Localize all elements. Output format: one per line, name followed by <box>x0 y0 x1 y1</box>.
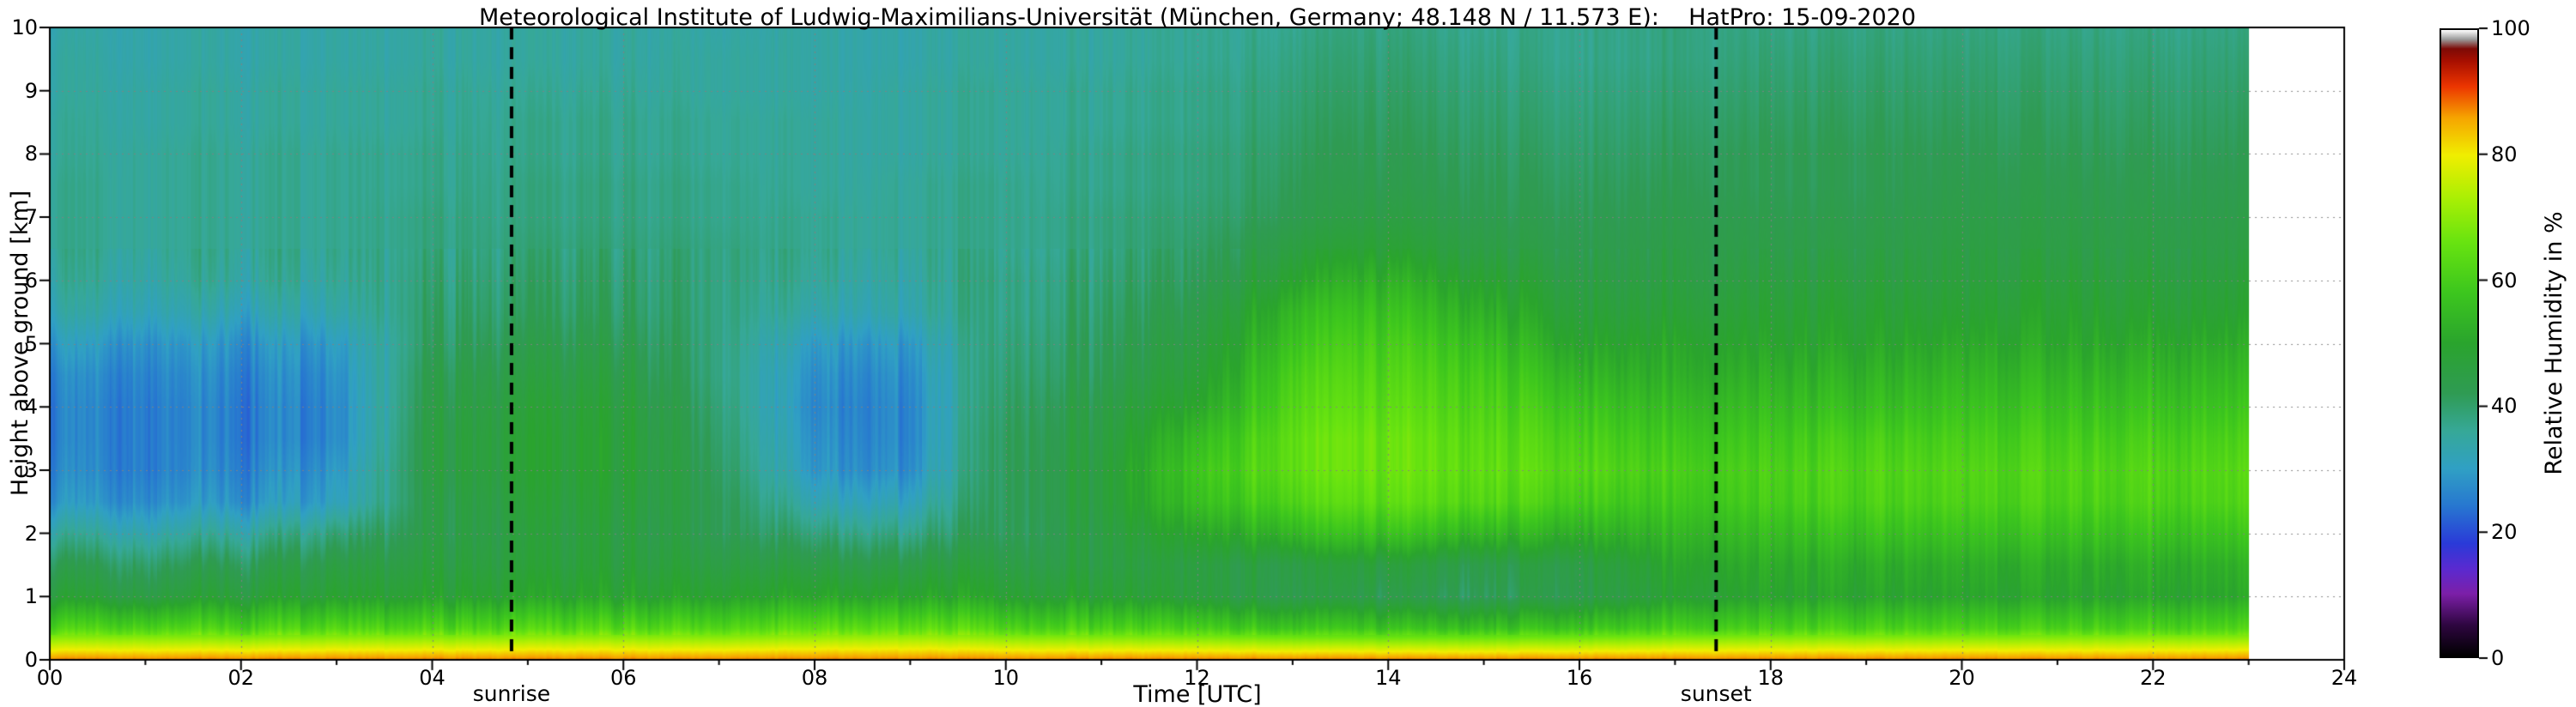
y-axis-label: Height above ground [km] <box>7 190 33 497</box>
colorbar-gradient <box>2440 28 2479 658</box>
sunset-label: sunset <box>1680 681 1752 706</box>
colorbar-label: Relative Humidity in % <box>2541 211 2567 475</box>
sunrise-label: sunrise <box>472 681 551 706</box>
chart-title: Meteorological Institute of Ludwig-Maxim… <box>478 4 1917 31</box>
x-axis-label: Time [UTC] <box>1133 681 1262 707</box>
